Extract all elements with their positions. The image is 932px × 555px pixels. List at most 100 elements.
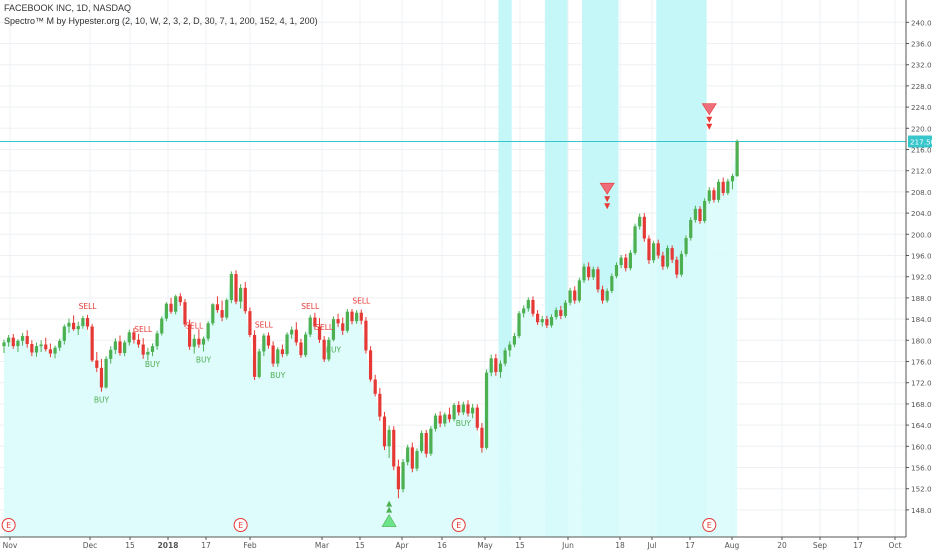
candle-body [596,269,600,290]
time-tick-label: 2018 [158,541,179,550]
candle-body [262,335,266,352]
candle-body [76,325,80,330]
candle-body [679,253,684,275]
candle-body [141,344,145,355]
candle-body [252,335,257,377]
candle-body [382,416,387,447]
price-tick-label: 180.00 [911,336,932,345]
candle-body [693,208,697,220]
indicator-area-fill [4,141,738,537]
candle-body [716,181,721,200]
candle-body [392,429,396,467]
symbol-title: FACEBOOK INC, 1D, NASDAQ [4,3,132,13]
candle-body [39,344,43,347]
candle-body [670,248,674,260]
sell-small-arrow [706,116,713,123]
candle-body [99,367,104,388]
candle-body [424,433,428,454]
candle-body [712,190,716,200]
sell-small-arrow [604,196,611,203]
candle-body [563,302,568,316]
candle-body [169,303,173,312]
sell-signal-label: SELL [315,323,334,332]
earnings-label: E [707,521,712,530]
candle-body [234,274,238,302]
earnings-marker [233,518,248,532]
price-axis-bg [906,0,932,550]
candle-body [271,345,275,364]
candle-body [123,342,127,354]
candle-body [494,358,498,373]
earnings-label: E [238,521,243,530]
candle-body [517,313,521,337]
candle-body [225,300,229,318]
sell-signal-label: SELL [79,302,98,311]
candle-body [20,336,25,341]
price-tick-label: 156.00 [911,464,932,473]
candle-body [146,351,150,355]
candle-body [508,344,512,351]
candle-body [327,339,331,360]
candle-body [266,335,271,346]
candle-body [540,319,544,323]
candle-body [248,311,252,335]
candle-body [7,337,11,343]
candle-body [345,311,349,331]
candle-body [526,300,530,309]
candle-body [368,350,373,380]
candle-body [420,433,424,452]
candle-body [582,266,586,281]
time-tick-label: Dec [83,541,98,550]
time-tick-label: 16 [437,541,447,550]
candle-body [726,181,730,193]
chart-legend: FACEBOOK INC, 1D, NASDAQ Spectro™ M by H… [4,2,318,28]
candle-body [215,304,220,311]
price-tick-label: 228.00 [911,82,932,91]
candle-body [211,304,215,324]
candle-body [735,141,739,176]
buy-signal-label: BUY [145,360,161,369]
candle-body [638,216,642,227]
candle-body [512,336,516,345]
price-tick-label: 172.00 [911,379,932,388]
buy-signal-label: BUY [94,396,110,405]
candle-body [628,252,632,269]
candle-body [498,363,503,373]
price-tick-label: 200.00 [911,230,932,239]
candle-body [624,257,628,269]
candle-body [675,259,679,275]
earnings-label: E [456,521,461,530]
candle-body [503,350,507,364]
candle-body [461,404,465,413]
candle-body [304,334,308,356]
candle-body [387,429,391,447]
earnings-label: E [6,521,11,530]
candle-body [188,324,192,347]
candle-body [72,322,76,330]
price-tick-label: 184.00 [911,315,932,324]
candle-body [308,317,312,335]
candle-body [364,320,368,351]
price-tick-label: 232.00 [911,61,932,70]
candle-body [429,428,433,454]
candle-body [378,393,382,417]
time-tick-label: Jul [646,541,656,550]
candle-body [331,319,336,340]
price-tick-label: 224.00 [911,103,932,112]
candle-body [466,404,470,414]
candle-body [484,372,489,448]
candle-body [276,349,280,364]
buy-signal-label: BUY [326,345,342,354]
buy-small-arrow [386,500,393,507]
candle-body [104,358,108,388]
candle-body [545,319,549,326]
time-tick-label: Oct [889,541,902,550]
candle-body [109,349,113,359]
candle-body [183,302,187,325]
candle-body [647,238,651,261]
time-tick-label: May [477,541,493,550]
price-tick-label: 216.00 [911,146,932,155]
candle-body [549,316,554,326]
